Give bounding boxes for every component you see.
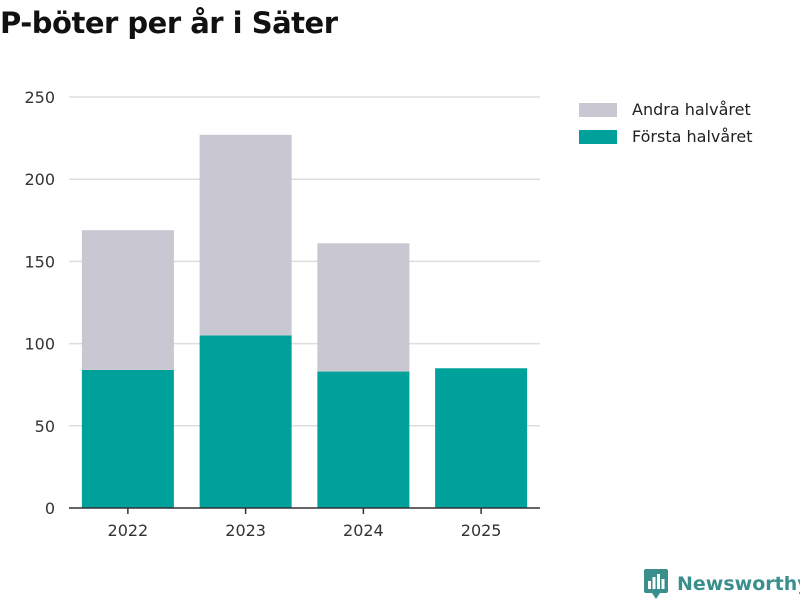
brand-name: Newsworthy: [677, 573, 800, 595]
axes: 0 50 100 150 200 250 2022 2023 2024 2025: [24, 88, 540, 540]
legend-item-second-half: Andra halvåret: [579, 96, 753, 123]
legend-label-second-half: Andra halvåret: [632, 100, 751, 119]
y-tick-label-50: 50: [35, 417, 55, 436]
x-tick-label-2024: 2024: [343, 521, 384, 540]
bar-second-half-2024: [317, 243, 410, 372]
y-tick-label-150: 150: [24, 252, 55, 271]
x-tick-label-2025: 2025: [461, 521, 502, 540]
legend: Andra halvåret Första halvåret: [579, 96, 753, 150]
legend-swatch-second-half: [579, 102, 617, 117]
bar-first-half-2025: [435, 368, 528, 508]
x-tick-label-2022: 2022: [108, 521, 149, 540]
bar-chart-icon: [644, 569, 668, 599]
chart-title: P-böter per år i Säter: [0, 6, 338, 40]
legend-swatch-first-half: [579, 129, 617, 144]
bar-second-half-2022: [81, 230, 174, 370]
legend-label-first-half: Första halvåret: [632, 127, 753, 146]
bars: [81, 134, 528, 508]
legend-item-first-half: Första halvåret: [579, 123, 753, 150]
brand-logo: Newsworthy: [644, 569, 800, 599]
y-tick-label-250: 250: [24, 88, 55, 107]
bar-first-half-2023: [199, 335, 292, 508]
y-tick-label-200: 200: [24, 170, 55, 189]
bar-first-half-2022: [81, 369, 174, 508]
y-tick-label-100: 100: [24, 335, 55, 354]
bar-first-half-2024: [317, 371, 410, 508]
x-tick-label-2023: 2023: [225, 521, 266, 540]
bar-second-half-2023: [199, 134, 292, 336]
y-tick-label-0: 0: [45, 499, 55, 518]
